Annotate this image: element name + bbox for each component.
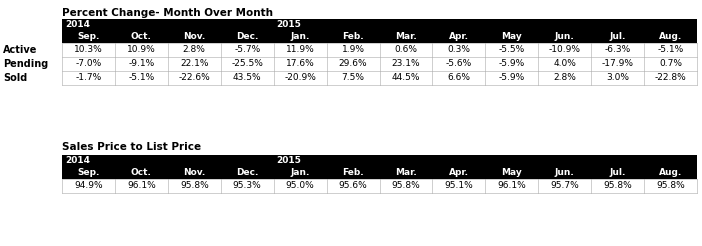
Text: 10.3%: 10.3%: [74, 45, 102, 54]
Bar: [62, 31, 697, 43]
Text: 95.8%: 95.8%: [603, 181, 632, 190]
Text: -1.7%: -1.7%: [75, 73, 102, 82]
Text: Feb.: Feb.: [343, 32, 364, 41]
Text: 0.7%: 0.7%: [659, 59, 682, 68]
Text: May: May: [501, 32, 522, 41]
Text: Jun.: Jun.: [555, 168, 574, 177]
Text: 95.1%: 95.1%: [444, 181, 473, 190]
Text: 2.8%: 2.8%: [183, 45, 206, 54]
Text: 23.1%: 23.1%: [392, 59, 420, 68]
Text: -17.9%: -17.9%: [602, 59, 634, 68]
Text: 95.8%: 95.8%: [392, 181, 420, 190]
Text: Oct.: Oct.: [131, 168, 152, 177]
Text: -20.9%: -20.9%: [284, 73, 316, 82]
Text: Feb.: Feb.: [343, 168, 364, 177]
Text: Jul.: Jul.: [609, 168, 625, 177]
Text: Jul.: Jul.: [609, 32, 625, 41]
Bar: [62, 57, 697, 71]
Text: 11.9%: 11.9%: [286, 45, 314, 54]
Bar: [62, 19, 697, 31]
Text: 22.1%: 22.1%: [180, 59, 208, 68]
Text: 0.3%: 0.3%: [447, 45, 470, 54]
Text: 95.8%: 95.8%: [656, 181, 685, 190]
Text: Sep.: Sep.: [77, 168, 100, 177]
Text: -5.1%: -5.1%: [128, 73, 154, 82]
Text: 94.9%: 94.9%: [74, 181, 102, 190]
Text: Pending: Pending: [3, 59, 48, 69]
Text: 96.1%: 96.1%: [498, 181, 526, 190]
Text: 29.6%: 29.6%: [339, 59, 367, 68]
Bar: [62, 179, 697, 193]
Text: Aug.: Aug.: [659, 168, 682, 177]
Text: Jan.: Jan.: [291, 168, 310, 177]
Text: 2015: 2015: [277, 156, 302, 165]
Text: 96.1%: 96.1%: [127, 181, 156, 190]
Text: 7.5%: 7.5%: [342, 73, 364, 82]
Text: Sales Price to List Price: Sales Price to List Price: [62, 142, 201, 152]
Text: Jun.: Jun.: [555, 32, 574, 41]
Text: Sep.: Sep.: [77, 32, 100, 41]
Text: -5.7%: -5.7%: [234, 45, 260, 54]
Text: Mar.: Mar.: [395, 168, 417, 177]
Text: -6.3%: -6.3%: [604, 45, 631, 54]
Text: 4.0%: 4.0%: [553, 59, 576, 68]
Text: 3.0%: 3.0%: [606, 73, 629, 82]
Text: 0.6%: 0.6%: [395, 45, 418, 54]
Bar: [62, 167, 697, 179]
Text: Active: Active: [3, 45, 37, 55]
Text: Percent Change- Month Over Month: Percent Change- Month Over Month: [62, 8, 273, 18]
Text: Nov.: Nov.: [183, 168, 206, 177]
Text: 2.8%: 2.8%: [553, 73, 576, 82]
Text: -5.6%: -5.6%: [446, 59, 472, 68]
Text: -5.9%: -5.9%: [498, 59, 525, 68]
Text: 43.5%: 43.5%: [233, 73, 262, 82]
Text: -7.0%: -7.0%: [75, 59, 102, 68]
Text: 95.0%: 95.0%: [286, 181, 314, 190]
Text: 17.6%: 17.6%: [286, 59, 314, 68]
Text: 95.3%: 95.3%: [233, 181, 262, 190]
Text: 10.9%: 10.9%: [127, 45, 156, 54]
Text: Dec.: Dec.: [236, 168, 258, 177]
Text: -22.8%: -22.8%: [655, 73, 687, 82]
Text: 6.6%: 6.6%: [447, 73, 470, 82]
Text: -9.1%: -9.1%: [128, 59, 154, 68]
Text: Apr.: Apr.: [449, 32, 469, 41]
Text: 95.7%: 95.7%: [550, 181, 579, 190]
Text: Jan.: Jan.: [291, 32, 310, 41]
Text: -25.5%: -25.5%: [231, 59, 263, 68]
Text: 2014: 2014: [65, 156, 90, 165]
Text: -10.9%: -10.9%: [549, 45, 581, 54]
Text: 2015: 2015: [277, 20, 302, 29]
Text: 2014: 2014: [65, 20, 90, 29]
Text: 44.5%: 44.5%: [392, 73, 420, 82]
Text: Nov.: Nov.: [183, 32, 206, 41]
Text: 1.9%: 1.9%: [342, 45, 364, 54]
Text: -22.6%: -22.6%: [178, 73, 210, 82]
Bar: [62, 43, 697, 57]
Text: May: May: [501, 168, 522, 177]
Text: -5.9%: -5.9%: [498, 73, 525, 82]
Text: -5.1%: -5.1%: [657, 45, 684, 54]
Text: Mar.: Mar.: [395, 32, 417, 41]
Bar: [62, 71, 697, 85]
Text: Aug.: Aug.: [659, 32, 682, 41]
Text: Sold: Sold: [3, 73, 27, 83]
Bar: [62, 155, 697, 167]
Text: Dec.: Dec.: [236, 32, 258, 41]
Text: -5.5%: -5.5%: [498, 45, 525, 54]
Text: 95.8%: 95.8%: [180, 181, 208, 190]
Text: 95.6%: 95.6%: [338, 181, 367, 190]
Text: Oct.: Oct.: [131, 32, 152, 41]
Text: Apr.: Apr.: [449, 168, 469, 177]
